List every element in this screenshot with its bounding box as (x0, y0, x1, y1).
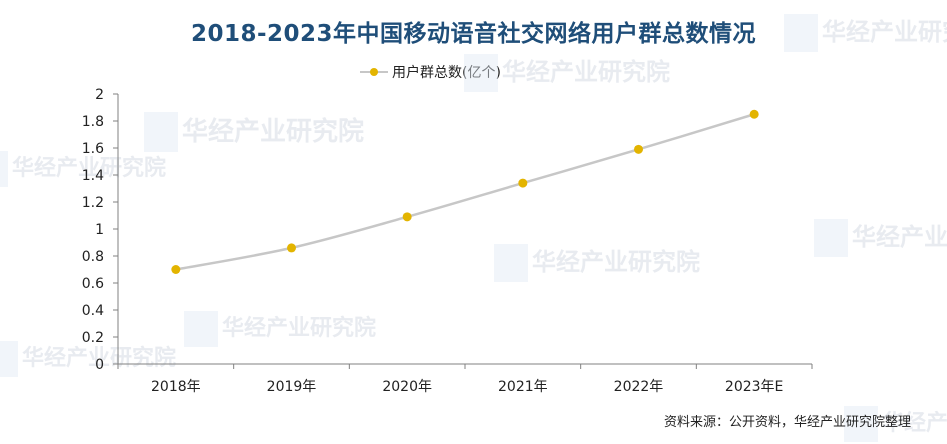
x-tick-label: 2023年E (725, 379, 783, 395)
watermark-text: 华经产业研究院 (22, 345, 176, 371)
y-tick-label: 0.6 (82, 276, 104, 292)
watermark-text: 华经产业研究院 (822, 18, 947, 46)
data-point (402, 212, 412, 222)
data-point (287, 243, 296, 253)
watermark-logo (0, 341, 18, 377)
watermark-logo (184, 311, 218, 347)
watermark-text: 华经产业研究院 (222, 315, 376, 341)
watermark-logo (494, 244, 528, 282)
watermark-logo (814, 219, 848, 257)
y-tick-label: 0.2 (82, 330, 104, 346)
y-tick-label: 0.8 (82, 249, 104, 265)
watermark-logo (144, 112, 178, 152)
legend: 用户群总数(亿个) (360, 62, 501, 82)
y-tick-label: 0.4 (82, 303, 104, 319)
data-point (171, 265, 181, 274)
y-tick-label: 1.4 (82, 168, 104, 184)
watermark-text: 华经产业研究院 (852, 223, 947, 251)
legend-label: 用户群总数(亿个) (392, 65, 501, 81)
watermark-text: 华经产业研究院 (532, 248, 700, 276)
y-tick-label: 1.6 (82, 141, 104, 157)
data-point (634, 144, 643, 154)
legend-line-marker-icon (360, 65, 388, 79)
y-tick-label: 1.8 (82, 114, 104, 130)
y-tick-label: 2 (95, 87, 104, 103)
y-tick-label: 1.2 (82, 195, 104, 211)
watermark-text: 华经产业研究院 (182, 116, 364, 147)
watermark-logo (464, 54, 498, 92)
y-tick-label: 1 (95, 222, 104, 238)
data-point (518, 178, 528, 188)
x-tick-label: 2019年 (267, 379, 317, 395)
data-point (749, 109, 759, 119)
watermark-text: 华经产业研究院 (12, 155, 166, 181)
source-note: 资料来源：公开资料，华经产业研究院整理 (663, 415, 911, 430)
chart-title: 2018-2023年中国移动语音社交网络用户群总数情况 (190, 21, 757, 47)
y-tick-label: 0 (95, 357, 104, 373)
x-tick-label: 2020年 (382, 379, 432, 395)
watermark-logo (0, 151, 8, 187)
watermark-logo (844, 406, 878, 442)
x-tick-label: 2022年 (614, 379, 664, 395)
x-tick-label: 2021年 (498, 379, 548, 395)
x-tick-label: 2018年 (151, 379, 201, 395)
series-line (175, 113, 755, 271)
series-layer (171, 109, 759, 274)
watermark-logo (784, 14, 818, 52)
watermark-text: 华经产业研究院 (502, 58, 670, 86)
axes: 0 0.2 0.4 0.6 0.8 1 1.2 1.4 1.6 1.8 2 2018年 2019年 202… (82, 87, 813, 395)
watermark-text: 华经产业研究院 (882, 410, 947, 436)
watermarks: 华经产业研究院华经产业研究院华经产业研究院华经产业研究院华经产业研究院华经产业研… (0, 14, 947, 442)
